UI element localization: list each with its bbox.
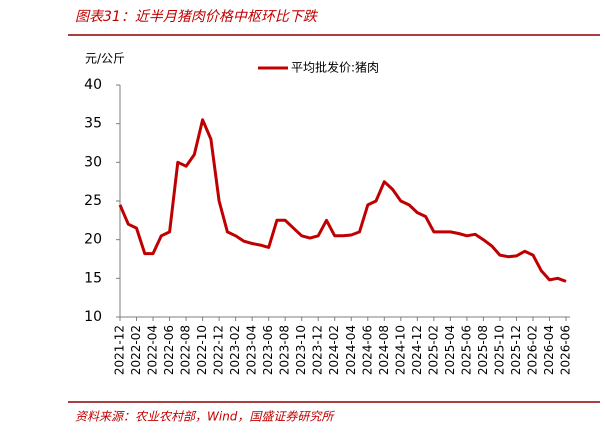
- x-tick-label: 2022-10: [195, 325, 209, 375]
- legend-label: 平均批发价:猪肉: [291, 60, 379, 75]
- x-tick-label: 2025-04: [443, 325, 457, 375]
- y-tick-label: 25: [84, 193, 102, 209]
- x-tick-label: 2021-12: [113, 325, 127, 375]
- x-tick-label: 2026-02: [525, 325, 539, 375]
- y-axis-unit: 元/公斤: [85, 52, 125, 66]
- x-tick-label: 2023-12: [311, 325, 325, 375]
- x-tick-label: 2025-12: [509, 325, 523, 375]
- x-tick-label: 2025-10: [492, 325, 506, 375]
- x-tick-label: 2023-04: [245, 325, 259, 375]
- x-tick-label: 2024-10: [393, 325, 407, 375]
- y-tick-label: 20: [84, 232, 102, 248]
- y-tick-label: 30: [84, 154, 102, 170]
- x-tick-label: 2024-04: [344, 325, 358, 375]
- y-tick-label: 10: [84, 309, 102, 325]
- y-tick-label: 35: [84, 116, 102, 132]
- y-tick-label: 40: [84, 77, 102, 93]
- x-tick-label: 2022-08: [179, 325, 193, 375]
- x-tick-label: 2026-06: [559, 325, 573, 375]
- x-tick-label: 2022-12: [212, 325, 226, 375]
- x-tick-label: 2024-02: [327, 325, 341, 375]
- source-note: 资料来源：农业农村部，Wind，国盛证券研究所: [75, 410, 335, 424]
- x-tick-label: 2022-02: [129, 325, 143, 375]
- x-tick-label: 2022-06: [162, 325, 176, 375]
- x-tick-label: 2025-02: [426, 325, 440, 375]
- x-tick-label: 2023-06: [261, 325, 275, 375]
- x-tick-label: 2025-06: [459, 325, 473, 375]
- x-tick-label: 2023-02: [228, 325, 242, 375]
- y-tick-label: 15: [84, 270, 102, 286]
- x-tick-label: 2023-08: [278, 325, 292, 375]
- x-tick-label: 2023-10: [294, 325, 308, 375]
- x-tick-label: 2024-06: [360, 325, 374, 375]
- chart-title: 图表31：近半月猪肉价格中枢环比下跌: [75, 9, 319, 25]
- x-tick-label: 2025-08: [476, 325, 490, 375]
- x-tick-label: 2022-04: [146, 325, 160, 375]
- series-line: [118, 118, 567, 283]
- x-tick-label: 2024-08: [377, 325, 391, 375]
- x-tick-label: 2026-04: [542, 325, 556, 375]
- x-tick-label: 2024-12: [410, 325, 424, 375]
